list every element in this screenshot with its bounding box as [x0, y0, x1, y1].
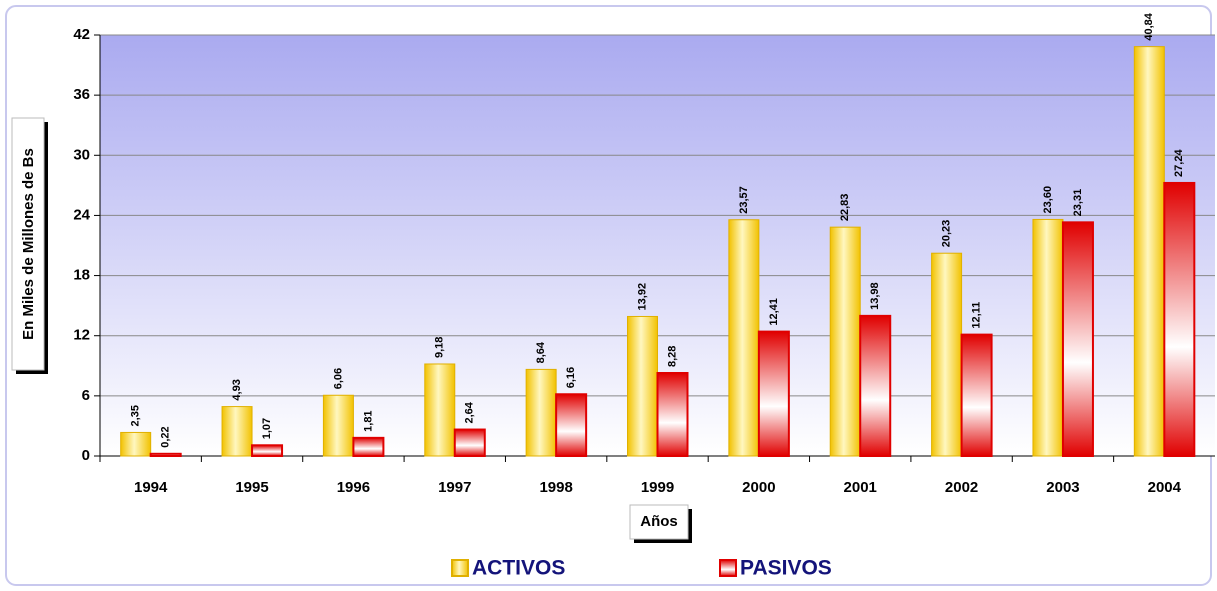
value-label: 1,81 [362, 410, 374, 431]
x-tick-label: 2000 [742, 479, 775, 496]
x-tick-label: 2003 [1046, 479, 1079, 496]
value-label: 23,57 [738, 186, 750, 214]
x-tick-label: 1999 [641, 479, 674, 496]
bar [525, 368, 557, 457]
value-label: 2,64 [464, 401, 476, 423]
bar [829, 226, 861, 457]
y-tick-label: 42 [73, 26, 90, 43]
y-tick-label: 12 [73, 327, 90, 344]
value-label: 8,64 [535, 341, 547, 363]
value-label: 6,06 [332, 368, 344, 389]
bar [627, 315, 658, 457]
y-tick-label: 30 [73, 146, 90, 163]
x-tick-label: 1994 [134, 479, 168, 496]
value-label: 20,23 [940, 220, 952, 248]
x-tick-label: 1998 [539, 479, 572, 496]
y-tick-label: 6 [82, 387, 90, 404]
bar [120, 431, 152, 457]
bar [1163, 181, 1196, 458]
value-label: 23,31 [1072, 189, 1084, 217]
value-label: 0,22 [160, 426, 172, 447]
bar [960, 333, 993, 457]
x-tick-label: 2001 [844, 479, 877, 496]
value-label: 22,83 [839, 194, 851, 222]
bar [656, 372, 689, 458]
x-tick-label: 1996 [337, 479, 370, 496]
bar [757, 330, 790, 457]
y-tick-label: 36 [73, 86, 90, 103]
y-tick-label: 24 [73, 206, 90, 223]
x-tick-label: 1997 [438, 479, 471, 496]
legend-swatch [451, 559, 469, 577]
value-label: 1,07 [261, 418, 273, 439]
bar [859, 314, 892, 458]
bar [149, 452, 182, 458]
legend-label: ACTIVOS [472, 557, 565, 580]
bar [251, 444, 284, 458]
x-tick-label: 2002 [945, 479, 978, 496]
value-label: 4,93 [231, 379, 243, 400]
bar [728, 219, 760, 457]
y-tick-label: 0 [82, 447, 90, 464]
bar [931, 252, 963, 457]
bar [453, 428, 486, 457]
legend-label: PASIVOS [740, 557, 832, 580]
x-tick-label: 1995 [235, 479, 268, 496]
bar [424, 363, 456, 457]
bar [221, 406, 253, 457]
value-label: 8,28 [666, 346, 678, 367]
value-label: 23,60 [1042, 186, 1054, 214]
y-tick-label: 18 [73, 267, 90, 284]
ylabel-box [11, 117, 45, 371]
value-label: 12,11 [970, 302, 982, 329]
value-label: 12,41 [768, 298, 780, 326]
bar [555, 393, 588, 457]
bar [322, 394, 354, 457]
bar [1061, 221, 1094, 457]
x-tick-label: 2004 [1148, 479, 1182, 496]
value-label: 13,98 [869, 282, 881, 310]
bar [352, 436, 385, 457]
legend-swatch [719, 559, 737, 577]
value-label: 13,92 [636, 283, 648, 311]
value-label: 9,18 [434, 337, 446, 358]
xlabel-box [629, 504, 689, 540]
bar [1032, 218, 1064, 457]
value-label: 40,84 [1143, 12, 1155, 40]
y-axis-label: En Miles de Millones de Bs [20, 148, 37, 340]
value-label: 2,35 [130, 405, 142, 426]
bar [1133, 46, 1165, 457]
value-label: 27,24 [1173, 149, 1185, 177]
value-label: 6,16 [565, 367, 577, 388]
x-axis-label: Años [640, 513, 678, 530]
